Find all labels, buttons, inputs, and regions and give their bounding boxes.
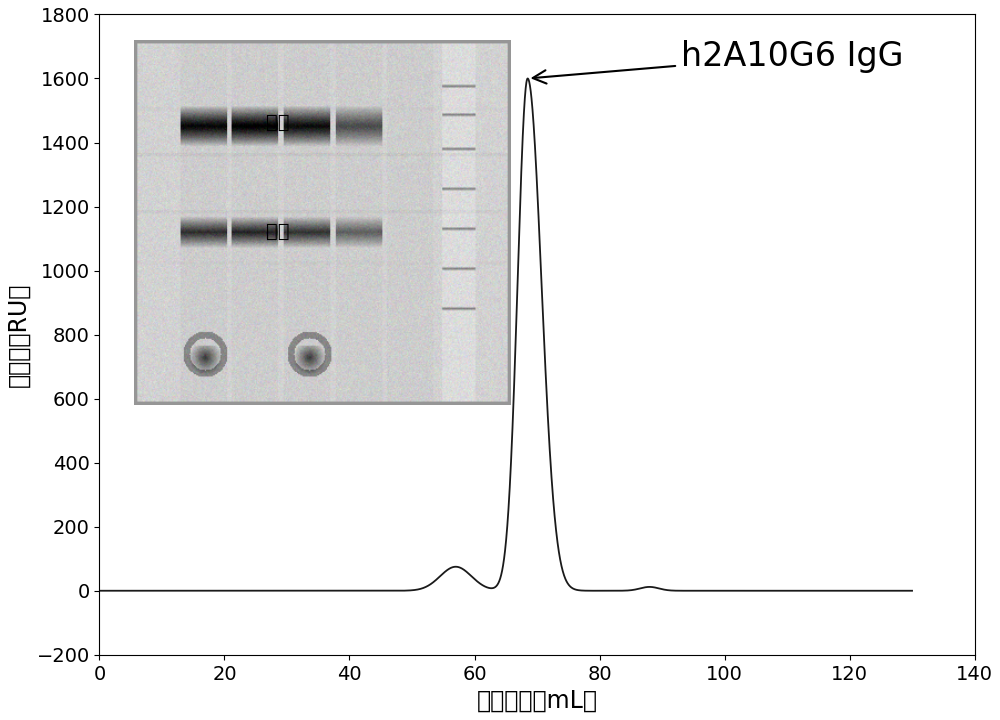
- Y-axis label: 响应值（RU）: 响应值（RU）: [7, 282, 31, 387]
- Text: h2A10G6 IgG: h2A10G6 IgG: [533, 40, 903, 84]
- X-axis label: 洗脱体积（mL）: 洗脱体积（mL）: [477, 689, 598, 713]
